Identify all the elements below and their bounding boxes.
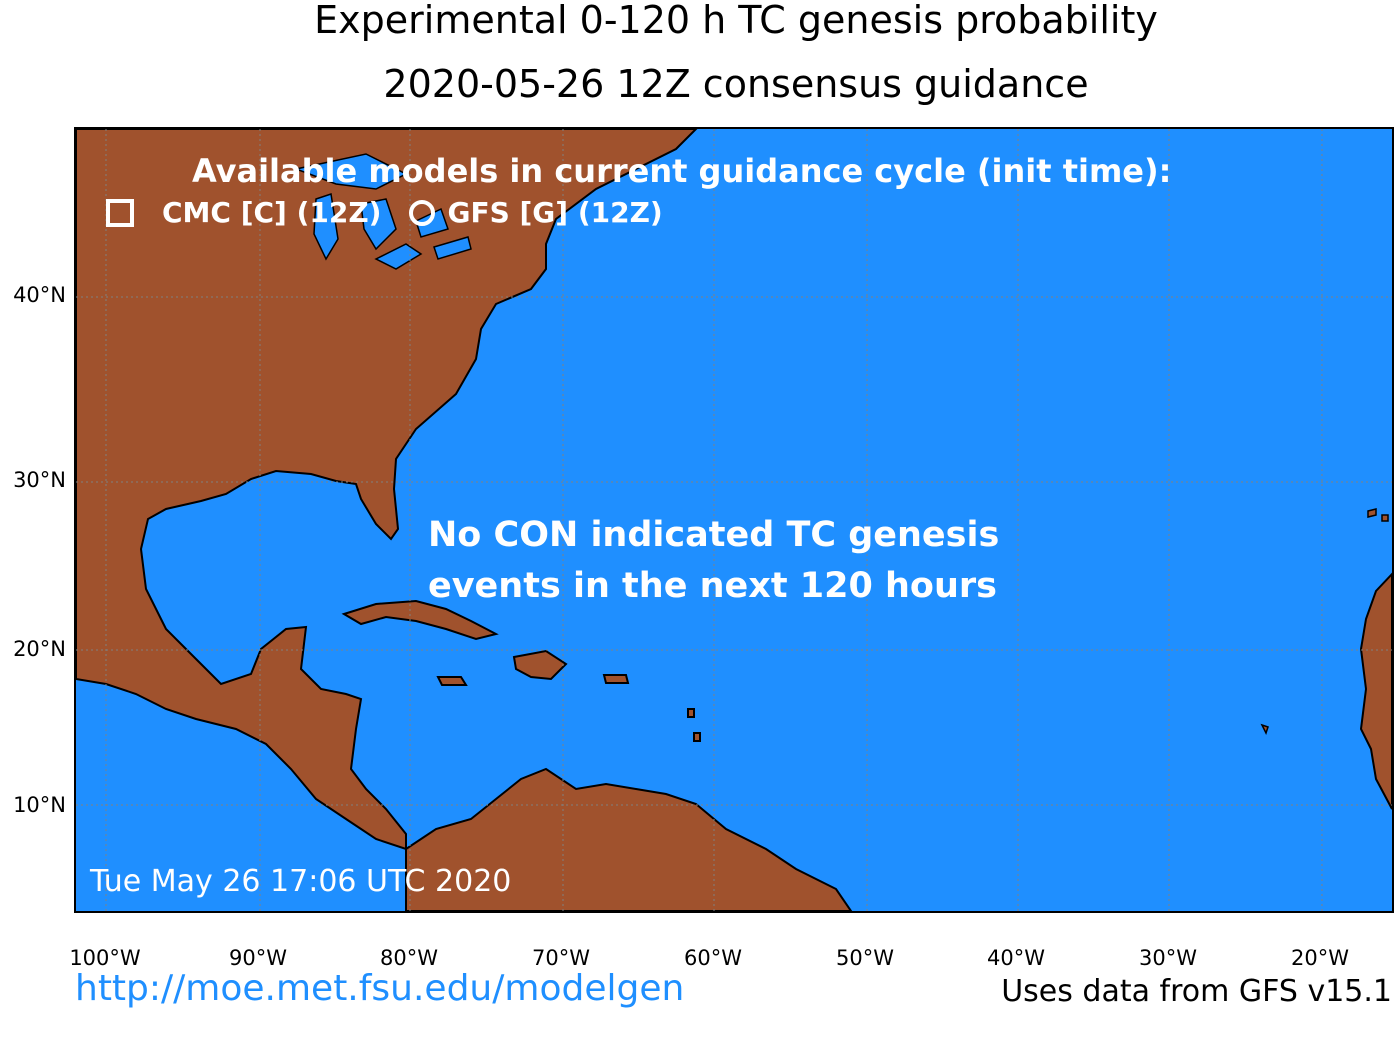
lon-label-90w: 90°W xyxy=(229,946,287,970)
land-islands xyxy=(436,674,701,742)
legend-heading: Available models in current guidance cyc… xyxy=(192,152,1172,190)
lon-label-60w: 60°W xyxy=(684,946,742,970)
lon-label-20w: 20°W xyxy=(1291,946,1349,970)
model-legend: CMC [C] (12Z) GFS [G] (12Z) xyxy=(106,196,663,229)
no-genesis-message: No CON indicated TC genesis events in th… xyxy=(428,510,999,612)
message-line-1: No CON indicated TC genesis xyxy=(428,515,1000,555)
lat-label-40n: 40°N xyxy=(13,283,66,307)
legend-label-gfs: GFS [G] (12Z) xyxy=(447,196,663,229)
chart-subtitle: 2020-05-26 12Z consensus guidance xyxy=(383,62,1089,106)
lon-label-80w: 80°W xyxy=(380,946,438,970)
lat-label-10n: 10°N xyxy=(13,793,66,817)
land-hispaniola xyxy=(512,649,568,681)
map-canvas xyxy=(76,129,1392,911)
lon-label-30w: 30°W xyxy=(1139,946,1197,970)
chart-title: Experimental 0-120 h TC genesis probabil… xyxy=(314,0,1158,42)
great-lakes xyxy=(293,153,472,270)
square-icon xyxy=(106,198,134,227)
lon-label-40w: 40°W xyxy=(987,946,1045,970)
lon-label-70w: 70°W xyxy=(532,946,590,970)
lon-label-50w: 50°W xyxy=(836,946,894,970)
circle-icon xyxy=(409,199,436,226)
legend-label-cmc: CMC [C] (12Z) xyxy=(162,196,382,229)
lat-label-20n: 20°N xyxy=(13,637,66,661)
land-north-america xyxy=(76,129,698,851)
footer-link[interactable]: http://moe.met.fsu.edu/modelgen xyxy=(75,968,685,1009)
lat-label-30n: 30°N xyxy=(13,468,66,492)
timestamp: Tue May 26 17:06 UTC 2020 xyxy=(90,864,512,899)
land-atlantic-islands xyxy=(1260,508,1389,735)
gridlines xyxy=(76,129,1392,911)
land-cuba xyxy=(341,599,499,641)
lon-label-100w: 100°W xyxy=(69,946,141,970)
land-africa xyxy=(1359,572,1392,810)
map-panel xyxy=(74,127,1394,913)
data-source-note: Uses data from GFS v15.1 xyxy=(1001,974,1392,1009)
message-line-2: events in the next 120 hours xyxy=(428,566,997,606)
